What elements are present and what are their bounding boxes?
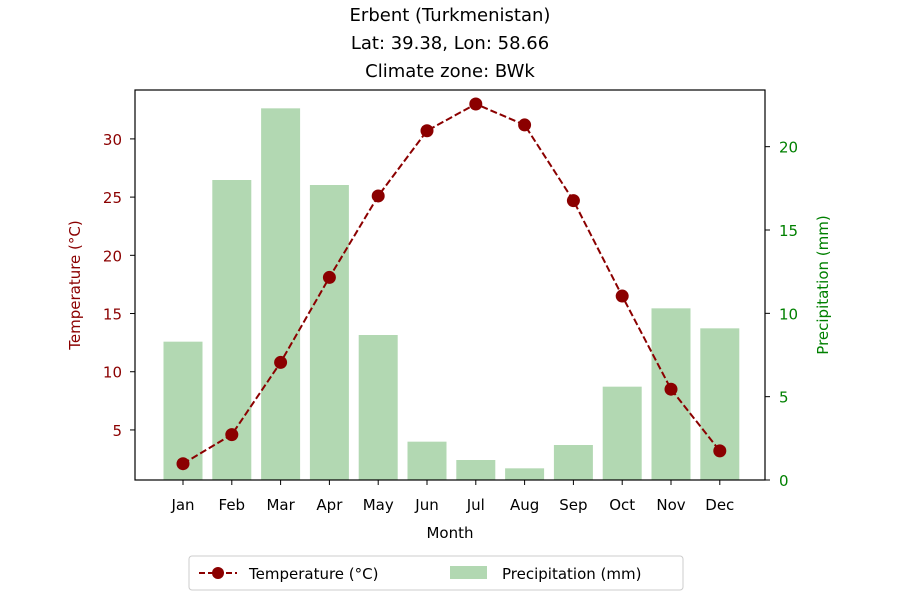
y-axis-left-label: Temperature (°C) <box>66 220 84 350</box>
chart-title-line-1: Erbent (Turkmenistan) <box>350 5 551 26</box>
right-tick-label: 5 <box>779 389 789 407</box>
left-tick-label: 5 <box>112 422 122 440</box>
chart-title: Erbent (Turkmenistan) Lat: 39.38, Lon: 5… <box>350 5 551 82</box>
x-axis: Jan Feb Mar Apr May Jun Jul Aug Sep Oct Nov Dec <box>170 480 734 514</box>
left-tick-label: 15 <box>103 306 122 324</box>
legend-precipitation-swatch-icon <box>450 566 487 579</box>
x-tick-label: Oct <box>609 496 635 514</box>
plot-frame <box>134 89 766 481</box>
right-tick-label: 0 <box>779 472 789 490</box>
temperature-point-dec <box>713 444 727 458</box>
precipitation-bar-jun <box>407 441 447 480</box>
chart-title-line-2: Lat: 39.38, Lon: 58.66 <box>351 33 549 54</box>
temperature-point-feb <box>225 428 239 442</box>
precipitation-bar-jul <box>456 460 496 480</box>
x-axis-label: Month <box>426 524 473 542</box>
temperature-point-aug <box>518 118 532 132</box>
x-tick-label: Feb <box>219 496 246 514</box>
right-tick-label: 10 <box>779 305 798 323</box>
precipitation-bar-oct <box>602 386 642 480</box>
temperature-line <box>176 97 727 471</box>
precipitation-bar-aug <box>505 468 545 480</box>
temperature-point-jul <box>469 97 483 111</box>
precipitation-bar-apr <box>309 185 349 480</box>
precipitation-bar-sep <box>553 445 593 480</box>
left-tick-label: 25 <box>103 189 122 207</box>
left-tick-label: 30 <box>103 131 122 149</box>
temperature-point-may <box>371 189 385 203</box>
precipitation-bar-mar <box>261 108 301 480</box>
temperature-point-sep <box>566 194 580 208</box>
x-tick-label: Apr <box>316 496 343 514</box>
x-tick-label: May <box>363 496 394 514</box>
x-tick-label: Jun <box>414 496 438 514</box>
x-tick-label: Nov <box>656 496 685 514</box>
legend-temperature-marker-icon <box>212 567 224 579</box>
right-axis: 0 5 10 15 20 <box>765 139 798 490</box>
legend: Temperature (°C) Precipitation (mm) <box>188 555 684 591</box>
x-tick-label: Sep <box>559 496 587 514</box>
chart-title-line-3: Climate zone: BWk <box>365 61 535 82</box>
right-tick-label: 20 <box>779 139 798 157</box>
temperature-point-apr <box>322 270 336 284</box>
x-tick-label: Jan <box>170 496 194 514</box>
temperature-point-oct <box>615 289 629 303</box>
temperature-point-mar <box>274 355 288 369</box>
left-tick-label: 10 <box>103 364 122 382</box>
legend-temperature-label: Temperature (°C) <box>248 565 378 583</box>
precipitation-bar-may <box>358 335 398 480</box>
x-tick-label: Dec <box>705 496 734 514</box>
x-tick-label: Mar <box>266 496 295 514</box>
temperature-point-jan <box>176 457 190 471</box>
y-axis-right-label: Precipitation (mm) <box>814 215 832 354</box>
right-tick-label: 15 <box>779 222 798 240</box>
temperature-point-nov <box>664 382 678 396</box>
x-tick-label: Jul <box>466 496 485 514</box>
legend-box <box>188 555 684 591</box>
left-tick-label: 20 <box>103 247 122 265</box>
legend-precipitation-label: Precipitation (mm) <box>502 565 641 583</box>
temperature-series-line <box>182 102 721 465</box>
precipitation-bars <box>163 108 740 480</box>
left-axis: 5 10 15 20 25 30 <box>103 131 135 440</box>
temperature-point-jun <box>420 124 434 138</box>
x-tick-label: Aug <box>510 496 539 514</box>
